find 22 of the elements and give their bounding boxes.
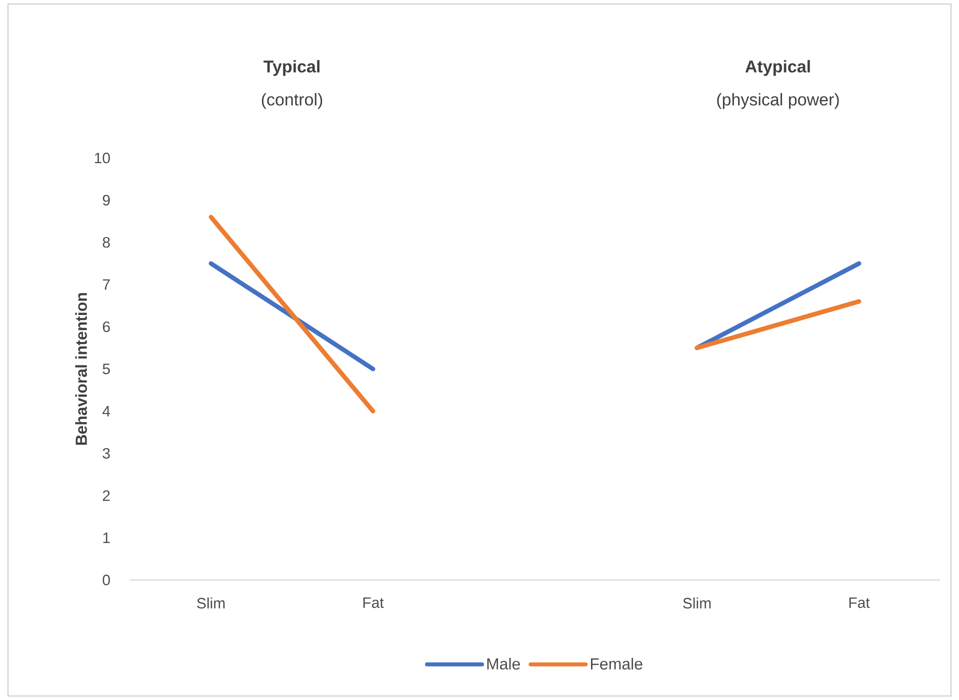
y-tick-label: 2 <box>102 490 110 501</box>
legend-label: Male <box>487 658 520 670</box>
x-tick-label: Slim <box>197 598 225 609</box>
y-tick-label: 1 <box>103 532 110 543</box>
y-tick-label: 8 <box>102 237 110 248</box>
text: (control) <box>262 93 322 109</box>
y-tick-label: 0 <box>102 574 110 586</box>
legend-label: Female <box>590 658 642 670</box>
text: (physical power) <box>717 93 839 109</box>
y-tick-label: 6 <box>102 321 110 332</box>
text: Typical <box>264 60 320 76</box>
x-tick-label: Slim <box>683 598 711 609</box>
y-tick-label: 3 <box>102 448 110 459</box>
y-tick-label: 9 <box>102 194 110 206</box>
text: Atypical <box>745 60 810 76</box>
y-tick-label: 4 <box>102 406 110 416</box>
y-tick-label: 7 <box>102 279 110 290</box>
x-tick-label: Fat <box>363 598 384 608</box>
y-tick-label: 10 <box>94 152 110 164</box>
y-tick-label: 5 <box>102 364 110 374</box>
x-tick-label: Fat <box>849 598 870 608</box>
y-axis-title: Behavioral intention <box>75 293 87 445</box>
